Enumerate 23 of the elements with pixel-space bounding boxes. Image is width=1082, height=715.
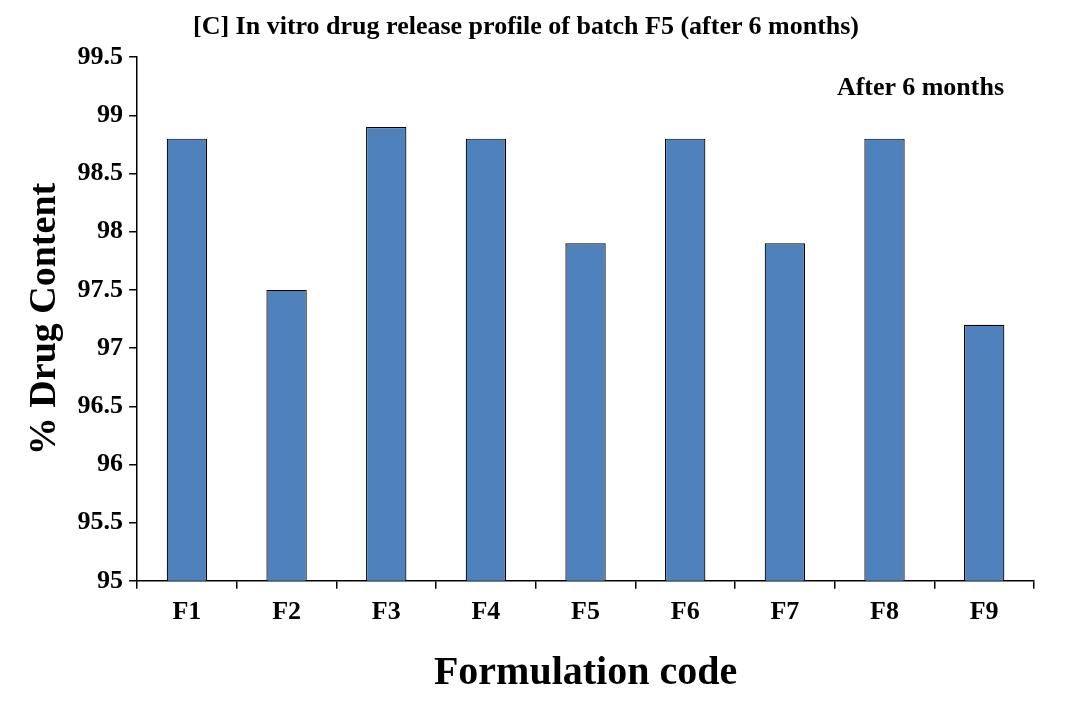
- y-tick-label: 96: [97, 448, 124, 478]
- y-tick-label: 95: [97, 564, 124, 594]
- x-tick-label: F2: [272, 596, 302, 626]
- y-tick-label: 98.5: [77, 157, 124, 187]
- x-tick-label: F4: [471, 596, 501, 626]
- x-tick-label: F1: [172, 596, 202, 626]
- y-tick-label: 97.5: [77, 273, 124, 303]
- x-tick-label: F3: [371, 596, 401, 626]
- chart-title: [C] In vitro drug release profile of batch F5 (after 6 months): [192, 11, 860, 41]
- x-tick-label: F5: [571, 596, 600, 626]
- y-tick-label: 96.5: [77, 389, 124, 419]
- x-tick-label: F9: [969, 596, 999, 626]
- y-tick-label: 99: [97, 99, 124, 129]
- y-tick-label: 97: [97, 331, 124, 361]
- y-axis-title: % Drug Content: [20, 182, 63, 456]
- y-tick-label: 98: [97, 215, 124, 245]
- x-axis-title: Formulation code: [433, 648, 738, 694]
- x-tick-label: F8: [870, 596, 899, 626]
- annotation: After 6 months: [836, 71, 1004, 101]
- x-tick-label: F6: [670, 596, 700, 626]
- y-tick-label: 95.5: [77, 506, 124, 536]
- x-tick-label: F7: [770, 596, 800, 626]
- y-tick-label: 99.5: [77, 40, 124, 70]
